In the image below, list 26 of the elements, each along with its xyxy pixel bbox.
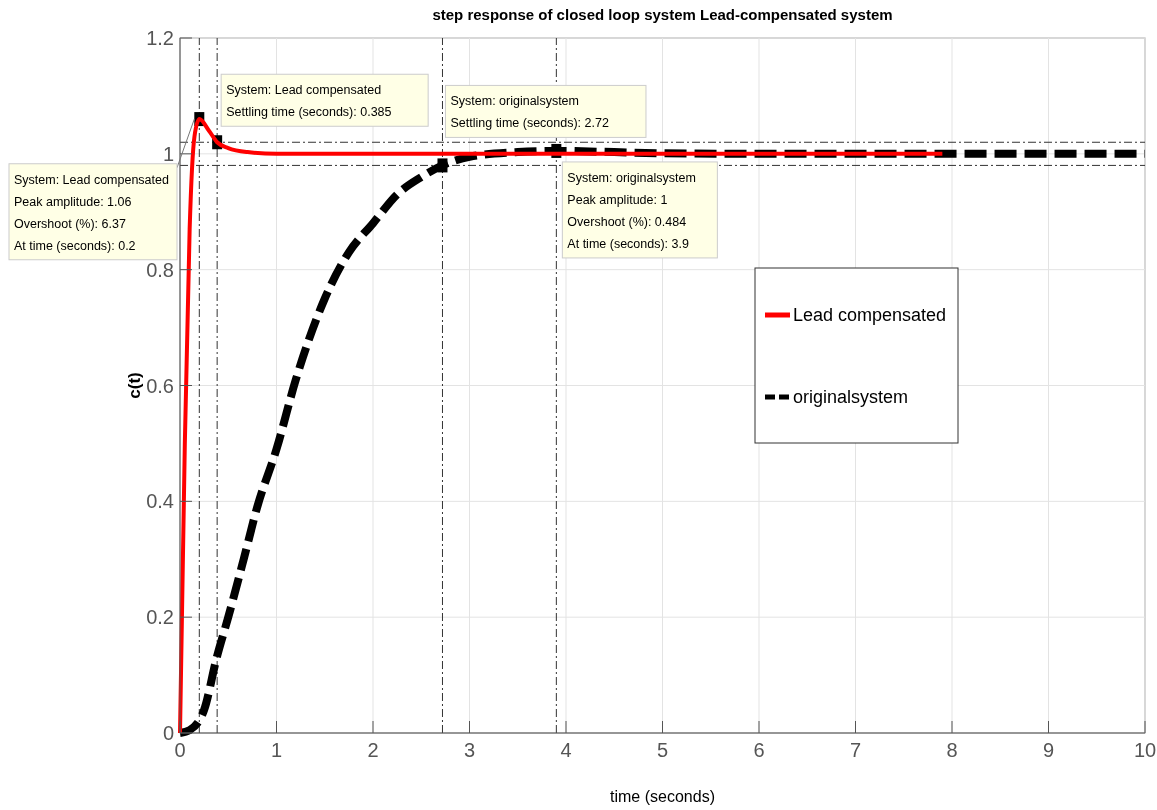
annotation: System: originalsystem Peak amplitude: 1 Overshoot (%): 0.484 At time (seconds): 3.9 <box>567 170 696 251</box>
x-tick-label: 10 <box>1133 739 1157 761</box>
x-tick-label: 7 <box>849 739 862 761</box>
chart-title: step response of closed loop system Lead-compensated system <box>432 6 893 23</box>
y-tick-label: 0.2 <box>146 606 174 629</box>
annotation: System: originalsystem Settling time (seconds): 2.72 <box>450 94 609 131</box>
x-tick-label: 6 <box>753 739 765 761</box>
y-tick-label: 0.4 <box>146 490 174 513</box>
y-tick-label: 1 <box>162 142 174 165</box>
x-tick-label: 9 <box>1042 739 1055 761</box>
annotation: System: Lead compensated Peak amplitude: 1.06 Overshoot (%): 6.37 At time (seconds): 0.2 <box>14 172 169 253</box>
y-axis-title: c(t) <box>125 372 144 399</box>
x-tick-label: 3 <box>463 739 476 761</box>
y-tick-label: 0.8 <box>146 258 174 281</box>
x-tick-label: 5 <box>656 739 669 761</box>
x-tick-label: 8 <box>946 739 958 761</box>
annotation: System: Lead compensated Settling time (seconds): 0.385 <box>226 83 392 120</box>
y-tick-label: 0 <box>162 722 174 744</box>
x-axis-title: time (seconds) <box>610 788 715 805</box>
x-tick-label: 4 <box>560 739 572 761</box>
legend-label: Lead compensated <box>793 305 947 326</box>
y-tick-label: 0.6 <box>146 374 174 397</box>
x-tick-label: 2 <box>367 739 379 761</box>
legend-label: originalsystem <box>793 387 909 408</box>
y-tick-label: 1.2 <box>146 27 174 49</box>
x-tick-label: 1 <box>270 739 283 761</box>
